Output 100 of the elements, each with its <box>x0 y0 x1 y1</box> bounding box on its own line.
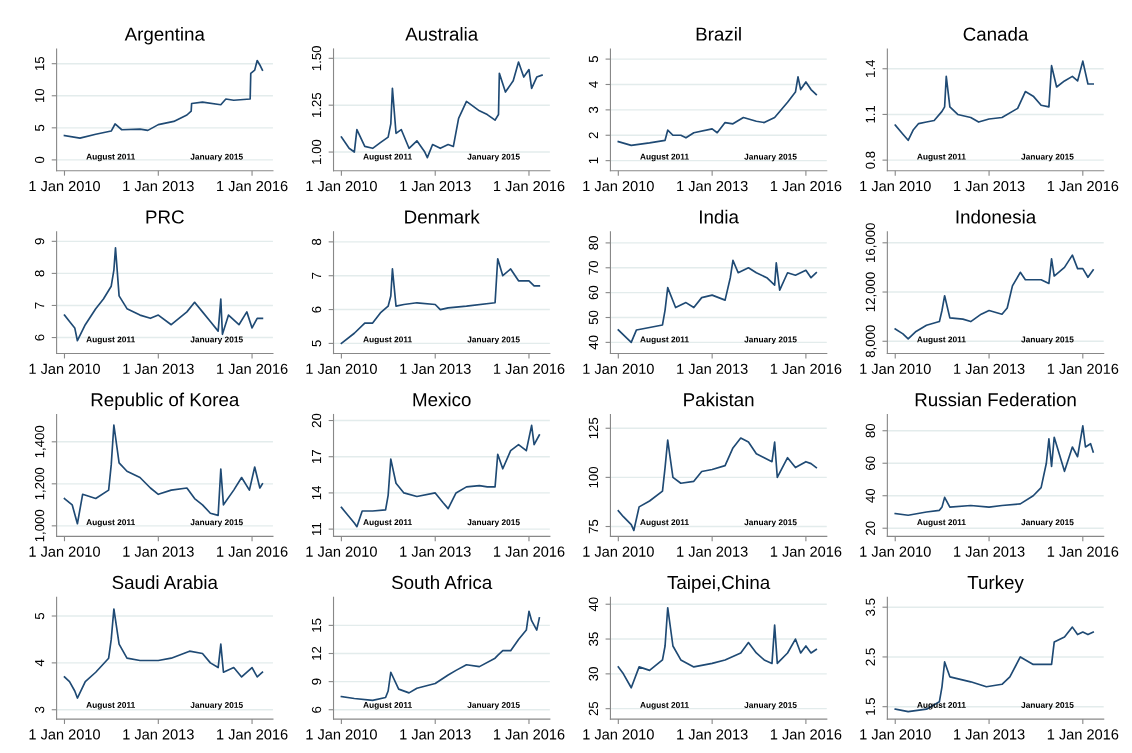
y-tick-label: 10 <box>34 88 45 103</box>
y-tick-label: 20 <box>311 413 322 428</box>
y-tick-label: 5 <box>35 124 45 131</box>
y-tick-label: 17 <box>311 450 322 464</box>
x-tick-label: 1 Jan 2016 <box>770 546 842 557</box>
x-tick-label: 1 Jan 2016 <box>494 363 565 374</box>
y-tick-label: 8 <box>34 270 45 277</box>
x-tick-label: 1 Jan 2010 <box>583 363 654 374</box>
y-tick-label: 15 <box>35 56 45 71</box>
annotation: January 2015 <box>744 702 797 710</box>
x-tick-label: 1 Jan 2010 <box>306 729 377 740</box>
line-series <box>340 257 541 345</box>
chart-title: Turkey <box>967 575 1024 593</box>
annotation: January 2015 <box>1021 519 1074 527</box>
annotation: August 2011 <box>363 336 412 345</box>
y-tick-label: 0.8 <box>865 151 876 169</box>
chart-title: Indonesia <box>956 209 1037 224</box>
chart-title: India <box>700 209 739 224</box>
annotation: January 2015 <box>190 519 243 527</box>
x-tick-label: 1 Jan 2016 <box>770 729 842 740</box>
chart-title: Argentina <box>124 27 205 45</box>
annotation: August 2011 <box>363 702 412 710</box>
y-tick-label: 9 <box>34 238 45 245</box>
chart-title: Mexico <box>413 392 471 407</box>
y-tick-label: 16,000 <box>865 223 877 262</box>
y-tick-label: 7 <box>311 272 322 279</box>
y-tick-label: 15 <box>311 618 322 632</box>
line-series <box>617 437 818 532</box>
x-tick-label: 1 Jan 2016 <box>217 180 288 192</box>
x-tick-label: 1 Jan 2013 <box>954 363 1025 374</box>
y-tick-label: 5 <box>311 340 322 347</box>
line-series <box>894 626 1095 713</box>
x-tick-label: 1 Jan 2010 <box>29 363 100 374</box>
y-tick-label: 25 <box>588 701 599 716</box>
y-tick-label: 40 <box>865 488 876 503</box>
line-series <box>617 76 818 147</box>
x-tick-label: 1 Jan 2010 <box>306 546 377 557</box>
y-tick-label: 30 <box>588 667 599 681</box>
chart-title: Australia <box>405 27 479 41</box>
x-tick-label: 1 Jan 2016 <box>1047 180 1119 192</box>
y-tick-label: 5 <box>35 612 45 620</box>
x-tick-label: 1 Jan 2010 <box>306 180 377 192</box>
x-tick-label: 1 Jan 2013 <box>123 363 194 374</box>
x-tick-label: 1 Jan 2016 <box>770 180 842 192</box>
line-series <box>63 246 264 342</box>
x-tick-label: 1 Jan 2010 <box>860 729 931 740</box>
annotation: August 2011 <box>86 336 135 345</box>
annotation: January 2015 <box>744 336 797 345</box>
chart-title: Russian Federation <box>915 392 1076 407</box>
annotation: January 2015 <box>1021 153 1074 162</box>
x-tick-label: 1 Jan 2013 <box>677 363 748 374</box>
y-tick-label: 60 <box>588 285 599 300</box>
line-series <box>340 424 541 528</box>
y-tick-label: 0 <box>34 156 45 164</box>
y-tick-label: 40 <box>588 597 599 612</box>
y-tick-label: 4 <box>35 659 45 667</box>
y-tick-label: 1.4 <box>865 59 875 77</box>
x-tick-label: 1 Jan 2013 <box>123 180 194 192</box>
annotation: August 2011 <box>86 702 135 710</box>
line-series <box>894 60 1095 142</box>
x-tick-label: 1 Jan 2010 <box>29 180 100 192</box>
y-tick-label: 3 <box>588 106 599 114</box>
annotation: August 2011 <box>86 519 135 527</box>
x-tick-label: 1 Jan 2013 <box>954 180 1025 192</box>
y-tick-label: 1,000 <box>34 509 46 542</box>
annotation: January 2015 <box>467 336 520 345</box>
y-tick-label: 2.5 <box>865 648 876 666</box>
y-tick-label: 12 <box>311 646 322 660</box>
x-tick-label: 1 Jan 2016 <box>1047 363 1119 374</box>
y-tick-label: 4 <box>588 81 598 88</box>
y-tick-label: 14 <box>311 485 322 500</box>
annotation: January 2015 <box>744 153 797 162</box>
y-tick-label: 125 <box>588 417 599 439</box>
x-tick-label: 1 Jan 2013 <box>123 729 194 740</box>
x-tick-label: 1 Jan 2013 <box>954 729 1025 740</box>
annotation: August 2011 <box>640 519 689 527</box>
annotation: August 2011 <box>363 519 412 527</box>
x-tick-label: 1 Jan 2016 <box>217 546 288 557</box>
y-tick-label: 11 <box>311 522 322 535</box>
y-tick-label: 3.5 <box>865 598 876 616</box>
y-tick-label: 70 <box>588 260 599 275</box>
y-tick-label: 35 <box>588 632 599 646</box>
y-tick-label: 8 <box>311 238 322 245</box>
y-tick-label: 1,400 <box>34 425 46 458</box>
x-tick-label: 1 Jan 2013 <box>123 546 194 557</box>
chart-title: Brazil <box>696 27 741 41</box>
chart-title: PRC <box>146 210 184 224</box>
x-tick-label: 1 Jan 2010 <box>860 363 931 374</box>
annotation: January 2015 <box>467 702 520 710</box>
x-tick-label: 1 Jan 2013 <box>954 546 1025 557</box>
annotation: January 2015 <box>190 153 243 162</box>
y-tick-label: 6 <box>34 334 45 341</box>
x-tick-label: 1 Jan 2010 <box>860 546 931 557</box>
x-tick-label: 1 Jan 2013 <box>400 729 471 740</box>
y-tick-label: 7 <box>35 302 45 309</box>
x-tick-label: 1 Jan 2013 <box>677 729 748 740</box>
y-tick-label: 1.5 <box>865 698 876 715</box>
y-tick-label: 3 <box>34 706 45 713</box>
chart-title: Pakistan <box>684 392 754 407</box>
annotation: August 2011 <box>86 153 135 162</box>
